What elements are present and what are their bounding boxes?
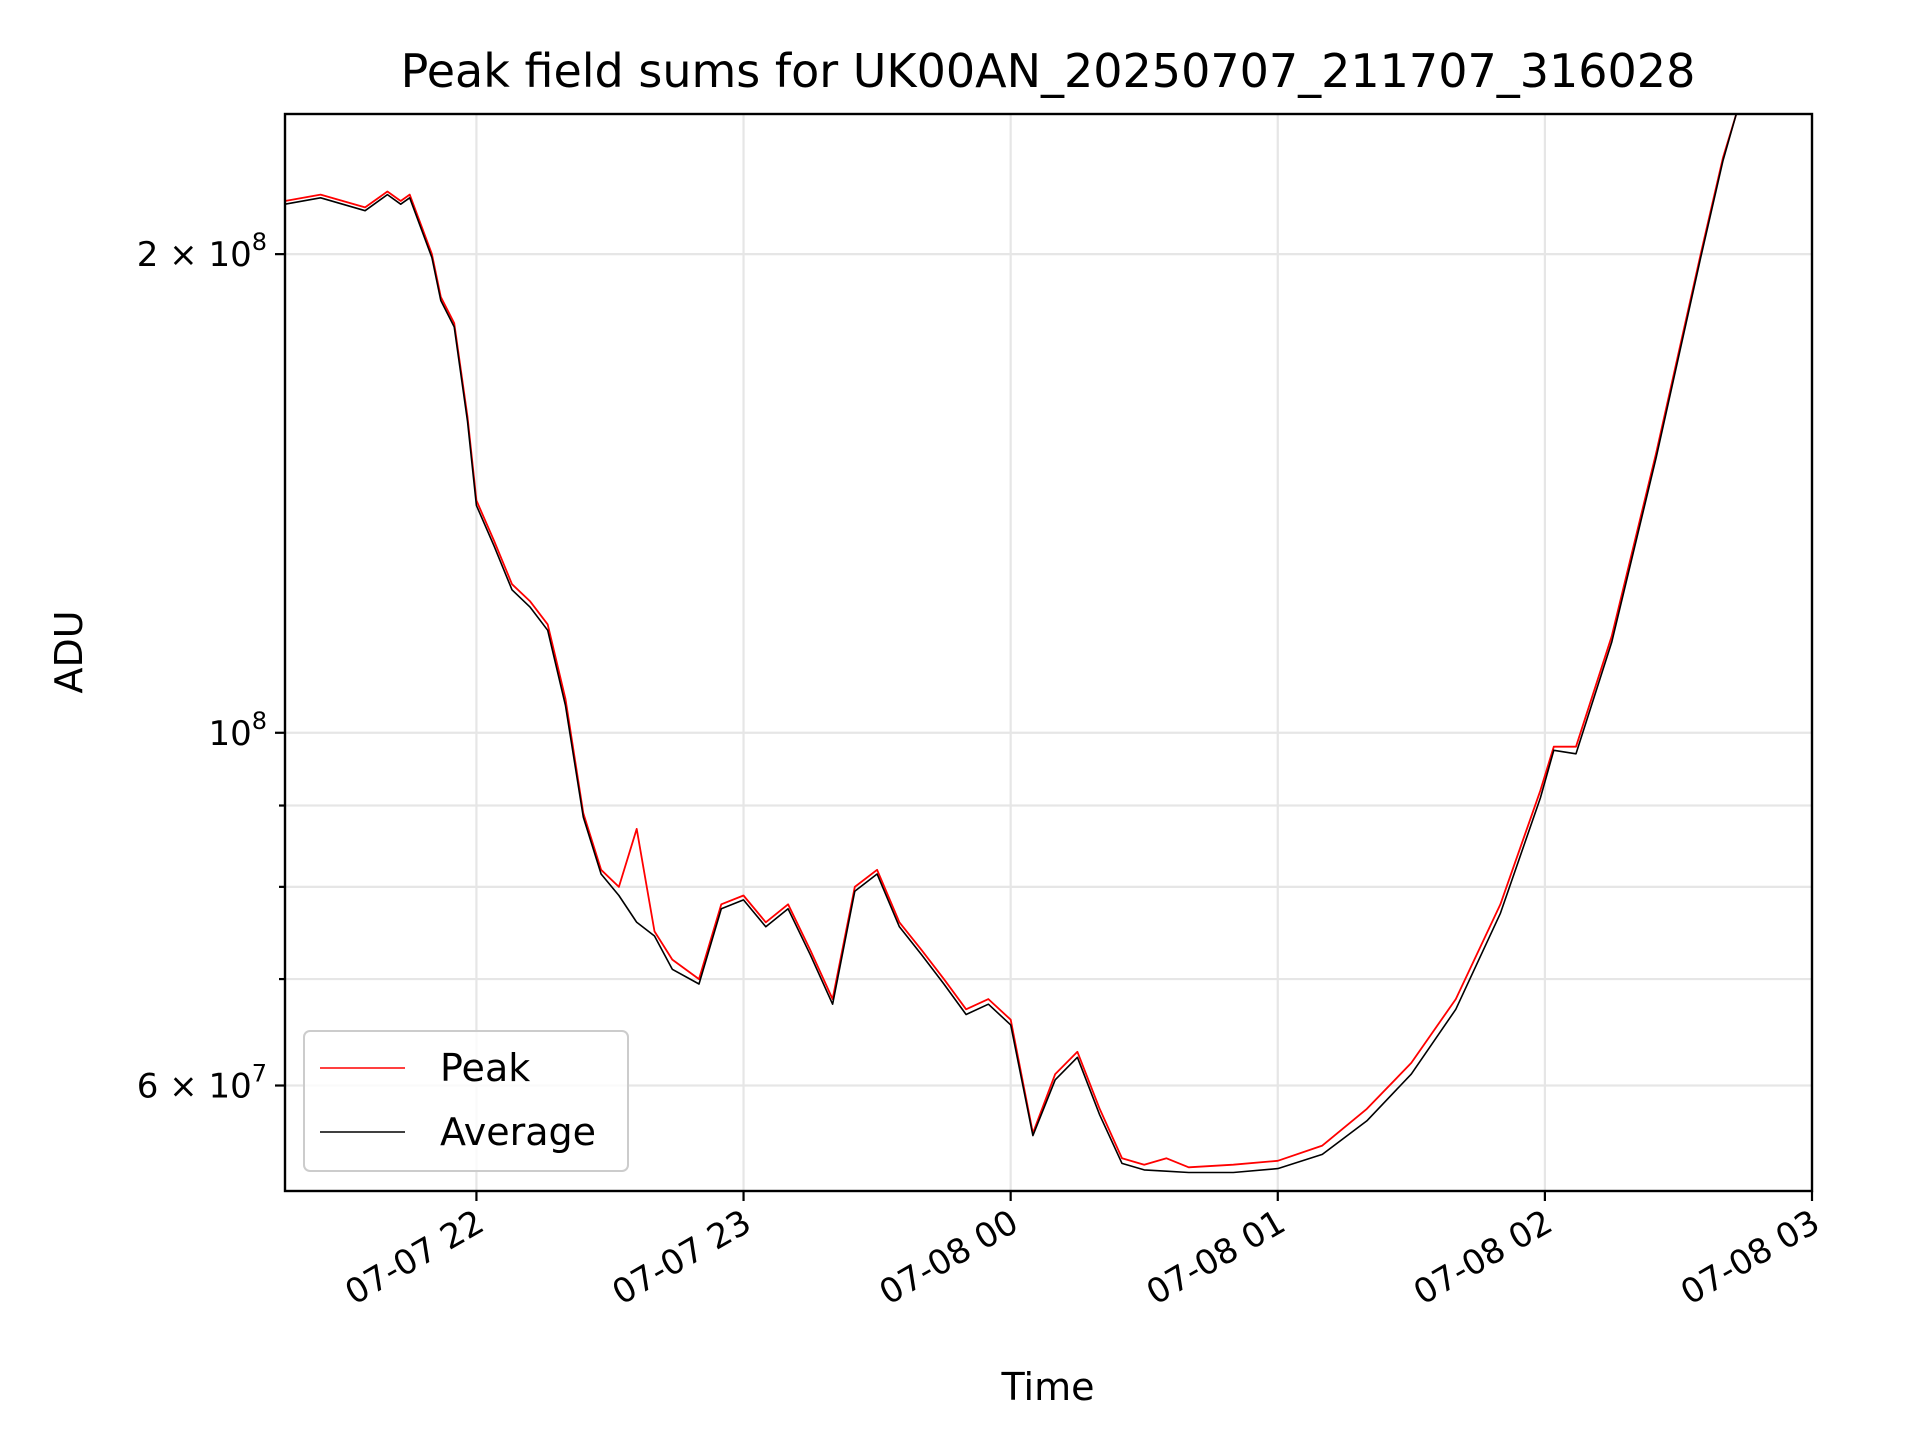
y-axis: 6 × 107 108 2 × 108 [137, 228, 285, 1107]
y-axis-label: ADU [47, 610, 91, 693]
y-tick-label: 6 × 107 [137, 1060, 267, 1107]
x-axis-label: Time [1001, 1365, 1095, 1409]
legend-box [303, 1030, 629, 1172]
legend: Peak Average [303, 1030, 629, 1172]
legend-label-average: Average [440, 1110, 596, 1154]
y-tick-label: 2 × 108 [137, 228, 267, 275]
plot-area [284, 113, 1738, 1174]
axes-frame [283, 112, 1814, 1193]
chart-title: Peak field sums for UK00AN_20250707_2117… [401, 44, 1696, 98]
series-line-average [284, 113, 1738, 1174]
y-tick-label: 108 [208, 707, 267, 754]
legend-label-peak: Peak [440, 1046, 530, 1090]
